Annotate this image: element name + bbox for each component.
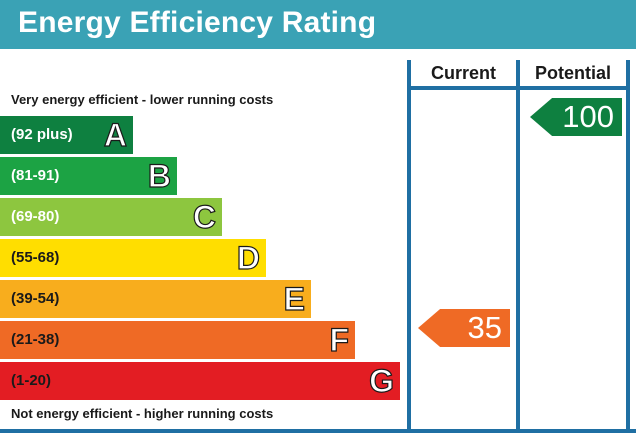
- top-note: Very energy efficient - lower running co…: [11, 92, 274, 107]
- header-underline: [407, 86, 630, 90]
- band-c: (69-80) C: [0, 198, 222, 236]
- potential-rating-value: 100: [562, 99, 614, 134]
- frame-divider-line: [516, 60, 520, 430]
- band-letter: F: [329, 322, 350, 358]
- band-e: (39-54) E: [0, 280, 311, 318]
- band-a: (92 plus) A: [0, 116, 133, 154]
- column-header-potential: Potential: [534, 63, 611, 83]
- frame-bottom-line: [0, 429, 636, 433]
- band-letter: E: [283, 281, 306, 317]
- band-range-label: (21-38): [11, 331, 60, 348]
- band-range-label: (55-68): [11, 249, 60, 266]
- current-rating-arrow: 35: [418, 309, 510, 347]
- band-d: (55-68) D: [0, 239, 266, 277]
- bottom-note: Not energy efficient - higher running co…: [11, 406, 274, 421]
- band-range-label: (81-91): [11, 167, 60, 184]
- frame-left-line: [407, 60, 411, 430]
- current-rating-value: 35: [467, 310, 502, 345]
- band-b: (81-91) B: [0, 157, 177, 195]
- band-letter: B: [147, 158, 171, 194]
- band-letter: C: [192, 199, 216, 235]
- band-f: (21-38) F: [0, 321, 355, 359]
- band-range-label: (39-54): [11, 290, 60, 307]
- band-letter: G: [369, 363, 395, 399]
- band-letter: D: [236, 240, 260, 276]
- band-g: (1-20) G: [0, 362, 400, 400]
- band-letter: A: [103, 117, 127, 153]
- frame-right-line: [626, 60, 630, 430]
- column-header-current: Current: [430, 63, 496, 83]
- header-bar: Energy Efficiency Rating: [0, 0, 636, 49]
- potential-rating-arrow: 100: [530, 98, 622, 136]
- band-range-label: (92 plus): [11, 126, 73, 143]
- page-title: Energy Efficiency Rating: [18, 6, 377, 39]
- band-range-label: (69-80): [11, 208, 60, 225]
- band-range-label: (1-20): [11, 372, 52, 389]
